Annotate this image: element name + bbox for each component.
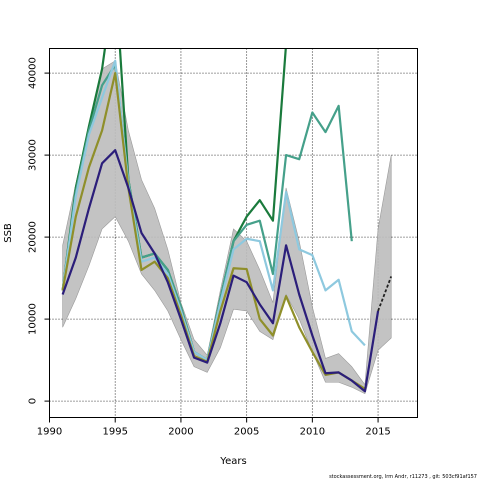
y-tick-label: 30000	[28, 139, 39, 171]
y-tick-label: 0	[28, 398, 39, 404]
plot-frame	[49, 48, 418, 418]
x-axis-title: Years	[219, 456, 246, 467]
y-tick-label: 20000	[28, 221, 39, 253]
y-axis-title: SSB	[3, 223, 14, 243]
x-axis: 1990 1995 2000 2005 2010 2015	[37, 417, 391, 438]
footer-credit: stockassessment.org, lrm Andr, r11273 , …	[329, 474, 477, 480]
series-layer	[61, 48, 393, 393]
series-line-5	[61, 149, 380, 393]
x-tick-label: 1990	[37, 427, 62, 438]
x-tick-label: 2010	[300, 427, 325, 438]
confidence-band-layer	[62, 60, 392, 395]
x-tick-label: 2015	[365, 427, 390, 438]
confidence-band	[62, 60, 392, 395]
y-tick-label: 40000	[28, 57, 39, 89]
x-tick-label: 2000	[168, 427, 193, 438]
x-tick-label: 2005	[234, 427, 259, 438]
series-line-6	[377, 276, 393, 312]
series-line-3	[61, 59, 366, 362]
series-line-4	[61, 71, 366, 390]
x-tick-label: 1995	[102, 427, 127, 438]
y-axis: 0 10000 20000 30000 40000	[28, 57, 50, 404]
y-tick-label: 10000	[28, 303, 39, 335]
